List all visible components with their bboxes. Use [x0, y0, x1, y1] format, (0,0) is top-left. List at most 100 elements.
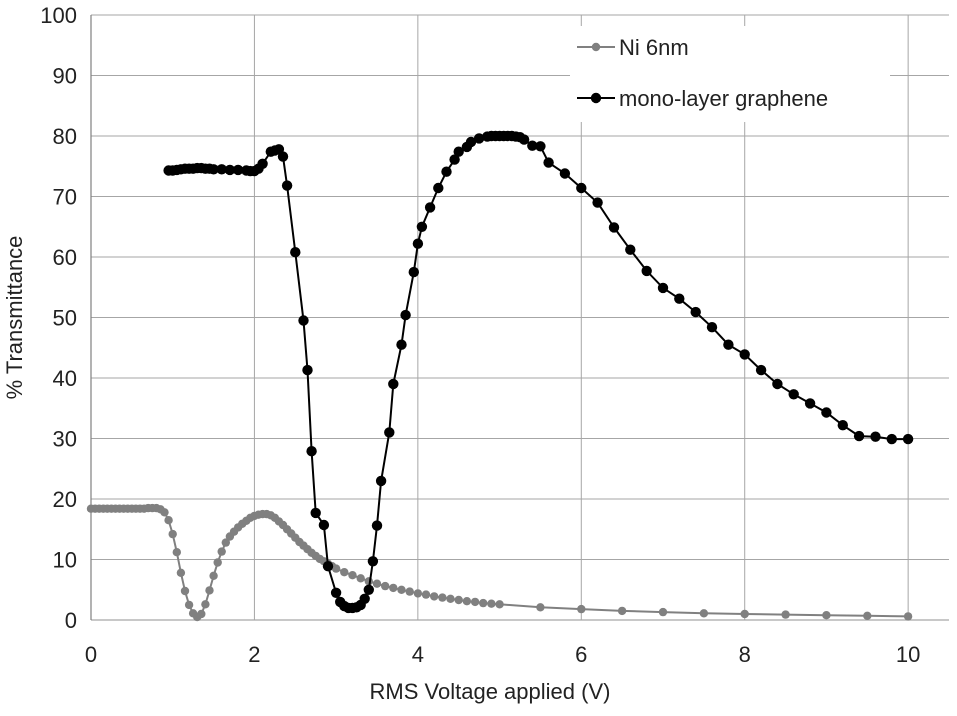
data-point — [772, 378, 783, 390]
data-point — [232, 164, 244, 176]
data-point — [608, 222, 620, 233]
data-point — [592, 197, 603, 208]
data-point — [470, 597, 480, 607]
data-point — [164, 516, 173, 525]
data-point — [413, 589, 423, 598]
data-point — [277, 151, 289, 162]
data-point — [388, 378, 399, 390]
data-point — [381, 581, 390, 591]
data-point — [453, 146, 464, 157]
data-point — [180, 586, 190, 596]
data-point — [416, 221, 428, 232]
data-point — [318, 519, 330, 531]
y-tick-label: 30 — [53, 427, 77, 452]
data-point — [396, 339, 407, 350]
data-point — [863, 611, 872, 620]
data-point — [310, 507, 321, 519]
data-point — [465, 136, 477, 148]
legend-item-mono-layer-graphene: mono-layer graphene — [577, 86, 828, 111]
data-point — [184, 600, 194, 610]
axes — [90, 15, 949, 621]
data-point — [330, 587, 342, 598]
data-point — [221, 538, 230, 547]
data-point — [479, 598, 488, 608]
data-point — [405, 587, 414, 596]
data-point — [372, 579, 382, 588]
data-point — [205, 586, 214, 595]
data-point — [216, 164, 227, 175]
data-point — [487, 599, 496, 608]
data-point — [213, 558, 222, 567]
x-axis-title: RMS Voltage applied (V) — [370, 679, 611, 704]
data-point — [298, 315, 309, 326]
x-tick-label: 0 — [85, 642, 97, 667]
y-tick-label: 80 — [53, 124, 77, 149]
legend-item-ni-6nm: Ni 6nm — [577, 35, 689, 60]
data-point — [886, 433, 897, 445]
legend-swatch-marker — [591, 42, 601, 52]
series-ni-6nm — [86, 503, 913, 622]
data-point — [306, 446, 317, 457]
legend-swatch-marker — [590, 92, 602, 104]
data-point — [421, 590, 431, 599]
y-tick-label: 0 — [65, 608, 77, 633]
data-point — [804, 398, 816, 409]
data-point — [641, 265, 652, 277]
data-point — [348, 571, 357, 580]
legend-background — [570, 26, 890, 122]
data-point — [224, 164, 236, 176]
data-point — [755, 364, 767, 376]
data-point — [408, 266, 419, 278]
data-point — [518, 134, 530, 145]
y-tick-label: 20 — [53, 487, 77, 512]
data-point — [208, 164, 219, 175]
data-point — [788, 389, 799, 400]
data-point — [821, 407, 832, 418]
data-point — [527, 140, 538, 151]
legend-label: Ni 6nm — [619, 35, 689, 60]
legend-label: mono-layer graphene — [619, 86, 828, 111]
x-tick-label: 8 — [739, 642, 751, 667]
data-point — [690, 306, 701, 318]
data-point — [367, 556, 379, 567]
data-point — [290, 247, 301, 258]
y-tick-label: 40 — [53, 366, 77, 391]
data-point — [902, 433, 914, 445]
data-point — [473, 133, 485, 144]
data-point — [495, 600, 504, 609]
data-point — [160, 508, 169, 517]
data-point — [168, 529, 177, 539]
data-point — [389, 583, 398, 593]
data-point — [397, 585, 406, 594]
data-point — [281, 180, 293, 191]
y-tick-label: 100 — [40, 3, 77, 28]
data-point — [375, 475, 387, 487]
data-point — [446, 594, 455, 603]
data-point — [412, 238, 424, 249]
data-point — [359, 593, 370, 604]
data-point — [576, 182, 587, 194]
data-point — [781, 610, 790, 619]
series-mono-layer-graphene — [163, 130, 914, 614]
data-point — [257, 158, 268, 169]
y-tick-label: 50 — [53, 306, 77, 331]
data-point — [454, 595, 463, 605]
y-axis-title: % Transmittance — [2, 236, 27, 400]
y-tick-label: 10 — [53, 548, 77, 573]
data-point — [674, 293, 685, 304]
data-point — [356, 574, 365, 583]
data-point — [340, 568, 349, 577]
data-point — [903, 612, 913, 621]
data-point — [201, 600, 210, 609]
data-point — [331, 564, 341, 573]
legend: Ni 6nm mono-layer graphene — [570, 26, 890, 122]
data-point — [657, 282, 669, 294]
data-point — [559, 168, 571, 179]
data-point — [209, 571, 218, 580]
data-point — [371, 520, 383, 531]
data-point — [363, 584, 374, 595]
x-tick-label: 6 — [575, 642, 587, 667]
data-point — [197, 609, 206, 619]
data-point — [723, 339, 734, 350]
